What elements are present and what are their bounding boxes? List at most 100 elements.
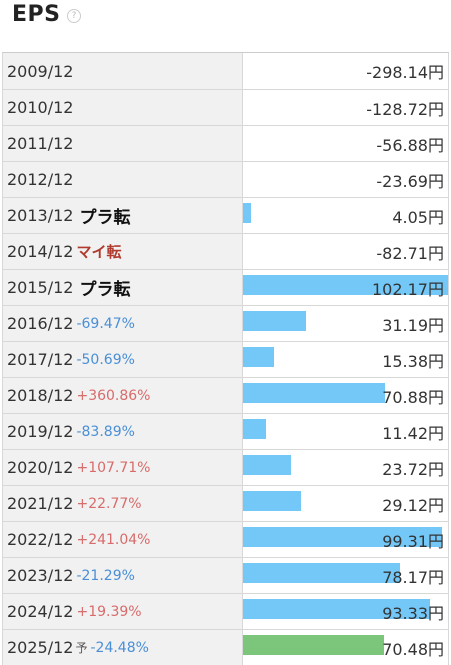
fiscal-period: 2019/12	[7, 422, 74, 441]
eps-value: 102.17円	[372, 279, 444, 299]
eps-value: 4.05円	[392, 207, 444, 227]
forecast-mark: 予	[75, 641, 88, 655]
eps-value-cell: 31.19円	[243, 306, 448, 341]
fiscal-period: 2013/12	[7, 206, 74, 225]
fiscal-period: 2020/12	[7, 458, 74, 477]
eps-bar	[243, 275, 448, 295]
eps-value-cell: 15.38円	[243, 342, 448, 377]
eps-value: 15.38円	[382, 351, 444, 371]
eps-value: 78.17円	[382, 567, 444, 587]
period-cell: 2013/12 プラ転	[3, 198, 243, 233]
period-cell: 2016/12 -69.47%	[3, 306, 243, 341]
period-cell: 2025/12 予 -24.48%	[3, 630, 243, 665]
eps-value: 11.42円	[382, 423, 444, 443]
yoy-change: -69.47%	[76, 315, 135, 332]
fiscal-period: 2010/12	[7, 98, 74, 117]
yoy-change: -50.69%	[76, 351, 135, 368]
fiscal-period: 2022/12	[7, 530, 74, 549]
eps-bar	[243, 455, 291, 475]
period-cell: 2020/12 +107.71%	[3, 450, 243, 485]
yoy-change: +107.71%	[76, 459, 151, 476]
fiscal-period: 2016/12	[7, 314, 74, 333]
period-cell: 2022/12 +241.04%	[3, 522, 243, 557]
yoy-change: +241.04%	[76, 531, 151, 548]
period-cell: 2023/12 -21.29%	[3, 558, 243, 593]
table-row: 2022/12 +241.04% 99.31円	[2, 522, 449, 558]
table-row: 2016/12 -69.47% 31.19円	[2, 306, 449, 342]
eps-value-cell: 70.48円	[243, 630, 448, 665]
eps-bar	[243, 419, 266, 439]
eps-bar	[243, 527, 442, 547]
period-cell: 2015/12 プラ転	[3, 270, 243, 305]
turnaround-badge: プラ転	[79, 280, 131, 300]
yoy-change: +22.77%	[76, 495, 142, 512]
table-row: 2025/12 予 -24.48% 70.48円	[2, 630, 449, 665]
turnaround-badge: マイ転	[76, 243, 122, 261]
eps-value: -82.71円	[376, 243, 444, 263]
fiscal-period: 2023/12	[7, 566, 74, 585]
fiscal-period: 2014/12	[7, 242, 74, 261]
yoy-change: -83.89%	[76, 423, 135, 440]
fiscal-period: 2015/12	[7, 278, 74, 297]
table-row: 2011/12 -56.88円	[2, 126, 449, 162]
fiscal-period: 2009/12	[7, 61, 74, 81]
eps-value-cell: -56.88円	[243, 126, 448, 161]
table-row: 2014/12 マイ転 -82.71円	[2, 234, 449, 270]
table-row: 2013/12 プラ転 4.05円	[2, 198, 449, 234]
table-row: 2020/12 +107.71% 23.72円	[2, 450, 449, 486]
table-row: 2019/12 -83.89% 11.42円	[2, 414, 449, 450]
turnaround-badge: プラ転	[79, 208, 131, 228]
period-cell: 2021/12 +22.77%	[3, 486, 243, 521]
fiscal-period: 2025/12	[7, 638, 74, 657]
period-cell: 2014/12 マイ転	[3, 234, 243, 269]
eps-value-cell: -23.69円	[243, 162, 448, 197]
table-row: 2024/12 +19.39% 93.33円	[2, 594, 449, 630]
eps-header: EPS ?	[0, 0, 451, 52]
table-row: 2017/12 -50.69% 15.38円	[2, 342, 449, 378]
period-cell: 2017/12 -50.69%	[3, 342, 243, 377]
period-cell: 2009/12	[3, 53, 243, 89]
eps-value: 23.72円	[382, 459, 444, 479]
period-cell: 2024/12 +19.39%	[3, 594, 243, 629]
eps-value-cell: 93.33円	[243, 594, 448, 629]
fiscal-period: 2018/12	[7, 386, 74, 405]
period-cell: 2012/12	[3, 162, 243, 197]
period-cell: 2011/12	[3, 126, 243, 161]
eps-value: 93.33円	[382, 603, 444, 623]
forecast-eps-bar	[243, 635, 384, 655]
eps-value-cell: -298.14円	[243, 53, 448, 89]
section-title: EPS	[12, 2, 61, 27]
eps-value-cell: 29.12円	[243, 486, 448, 521]
eps-value: -298.14円	[366, 63, 444, 82]
fiscal-period: 2021/12	[7, 494, 74, 513]
eps-value: 70.88円	[382, 387, 444, 407]
eps-value: 99.31円	[382, 531, 444, 551]
eps-value: -56.88円	[376, 135, 444, 155]
eps-bar	[243, 203, 251, 223]
eps-value: 70.48円	[382, 639, 444, 659]
fiscal-period: 2011/12	[7, 134, 74, 153]
yoy-change: -24.48%	[90, 639, 149, 656]
eps-table: 2009/12 -298.14円 2010/12 -128.72円 2011/12 -56…	[2, 52, 449, 665]
eps-value-cell: 102.17円	[243, 270, 448, 305]
eps-bar	[243, 383, 385, 403]
table-row: 2010/12 -128.72円	[2, 90, 449, 126]
yoy-change: +360.86%	[76, 387, 151, 404]
period-cell: 2010/12	[3, 90, 243, 125]
eps-bar	[243, 491, 301, 511]
eps-value: 31.19円	[382, 315, 444, 335]
help-icon[interactable]: ?	[67, 9, 81, 23]
eps-value: 29.12円	[382, 495, 444, 515]
period-cell: 2018/12 +360.86%	[3, 378, 243, 413]
eps-value-cell: 4.05円	[243, 198, 448, 233]
eps-value-cell: 23.72円	[243, 450, 448, 485]
table-row: 2018/12 +360.86% 70.88円	[2, 378, 449, 414]
table-row: 2021/12 +22.77% 29.12円	[2, 486, 449, 522]
yoy-change: +19.39%	[76, 603, 142, 620]
eps-value: -128.72円	[366, 99, 444, 119]
fiscal-period: 2024/12	[7, 602, 74, 621]
eps-value-cell: 11.42円	[243, 414, 448, 449]
eps-value-cell: 99.31円	[243, 522, 448, 557]
fiscal-period: 2012/12	[7, 170, 74, 189]
table-row: 2023/12 -21.29% 78.17円	[2, 558, 449, 594]
